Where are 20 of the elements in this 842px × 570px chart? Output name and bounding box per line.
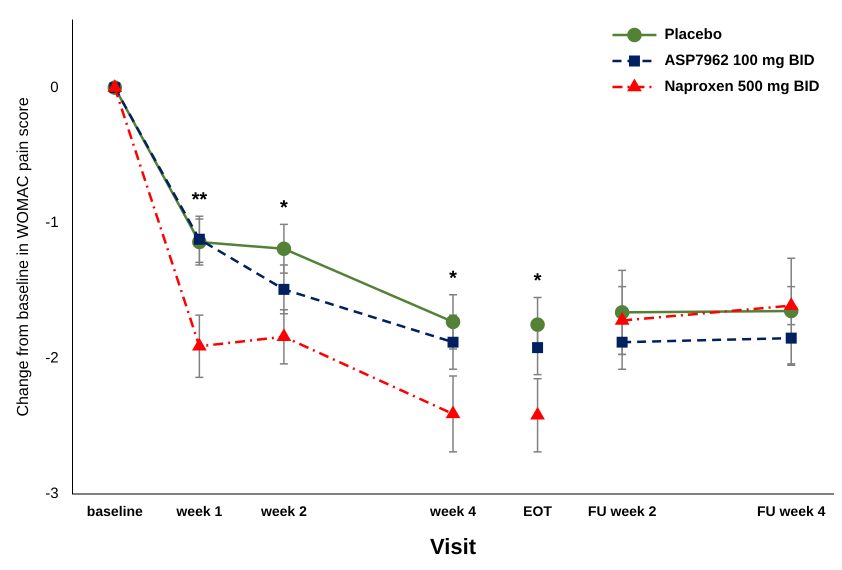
annotation: ** (192, 188, 208, 211)
x-tick-label: FU week 2 (588, 503, 657, 520)
y-tick-label: 0 (50, 78, 59, 96)
y-axis-title: Change from baseline in WOMAC pain score (15, 97, 32, 417)
x-tick-label: week 4 (429, 503, 476, 520)
y-tick-label: -3 (45, 484, 59, 502)
x-tick-label: week 1 (175, 503, 223, 520)
y-tick-label: -2 (45, 350, 59, 367)
legend-label: ASP7962 100 mg BID (664, 52, 815, 70)
annotation: * (280, 196, 288, 219)
x-tick-label: EOT (523, 503, 552, 520)
y-tick-label: -1 (45, 214, 59, 232)
x-tick-label: FU week 4 (756, 503, 826, 520)
x-tick-label: week 2 (260, 503, 308, 520)
x-tick-label: baseline (86, 503, 144, 520)
annotation: * (449, 267, 458, 290)
x-axis-title: Visit (430, 534, 477, 559)
annotation: * (534, 270, 542, 292)
legend-label: Placebo (664, 26, 722, 44)
legend-label: Naproxen 500 mg BID (664, 78, 820, 96)
